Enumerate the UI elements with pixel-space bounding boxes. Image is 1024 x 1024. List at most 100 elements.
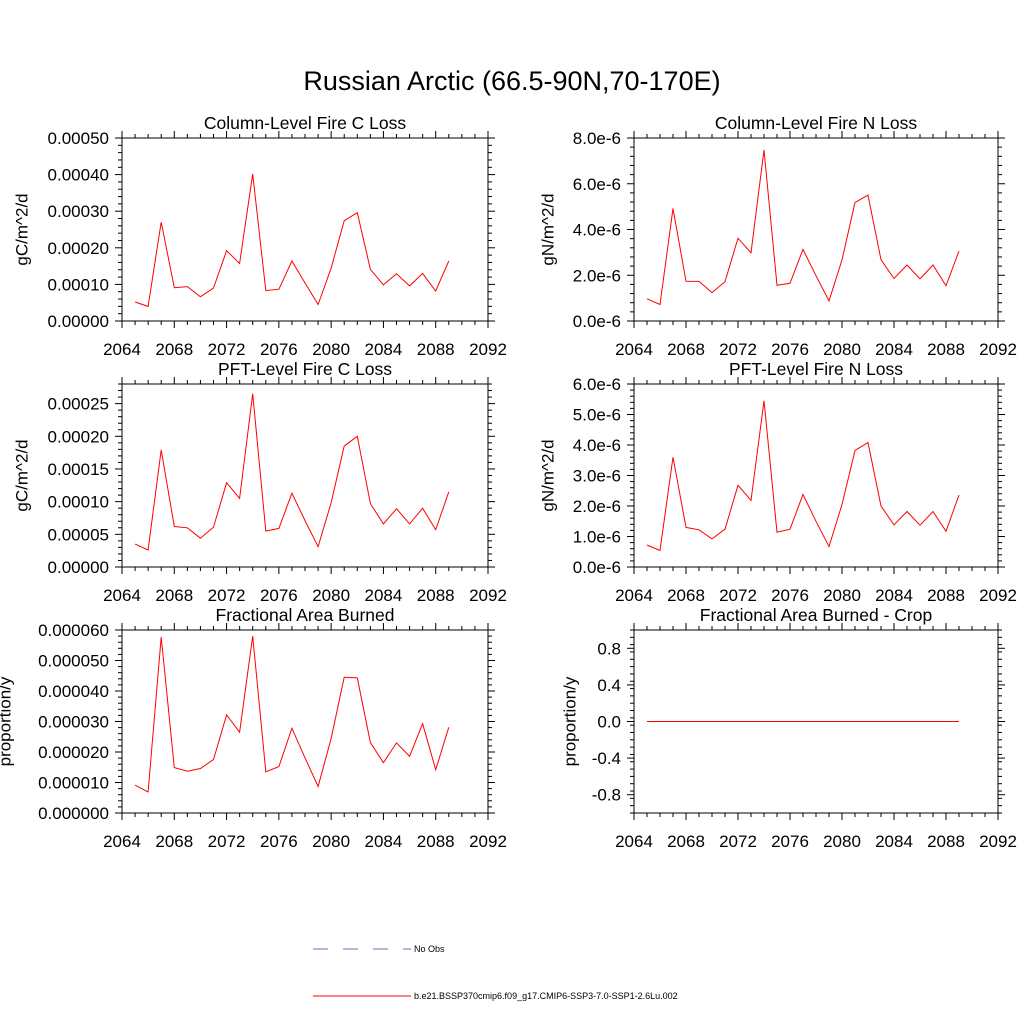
- x-tick-label: 2092: [979, 832, 1017, 851]
- y-tick-label: 1.0e-6: [573, 528, 621, 547]
- y-axis-label: gN/m^2/d: [539, 193, 558, 265]
- x-tick-label: 2092: [469, 832, 507, 851]
- series-line: [134, 393, 450, 551]
- series-line: [134, 173, 450, 308]
- y-tick-label: 0.000020: [38, 743, 109, 762]
- y-tick-label: 4.0e-6: [573, 436, 621, 455]
- plot-frame: [633, 137, 999, 322]
- y-tick-label: 3.0e-6: [573, 467, 621, 486]
- panel-title: Fractional Area Burned - Crop: [700, 605, 932, 625]
- x-tick-label: 2064: [103, 832, 141, 851]
- series-line: [134, 636, 450, 793]
- x-tick-label: 2064: [103, 586, 141, 605]
- x-tick-label: 2092: [469, 340, 507, 359]
- y-tick-label: -0.8: [592, 786, 621, 805]
- y-tick-label: 0.00010: [48, 493, 109, 512]
- x-tick-label: 2072: [208, 340, 246, 359]
- y-tick-label: 0.0: [597, 713, 621, 732]
- y-tick-label: 0.00015: [48, 460, 109, 479]
- x-tick-label: 2080: [312, 586, 350, 605]
- x-tick-label: 2076: [771, 586, 809, 605]
- y-tick-label: 2.0e-6: [573, 497, 621, 516]
- panel-title: Column-Level Fire C Loss: [204, 113, 407, 133]
- y-tick-label: 0.00010: [48, 275, 109, 294]
- x-tick-label: 2088: [927, 586, 965, 605]
- y-tick-label: 6.0e-6: [573, 375, 621, 394]
- y-tick-label: 5.0e-6: [573, 406, 621, 425]
- x-tick-label: 2088: [417, 832, 455, 851]
- x-tick-label: 2072: [719, 832, 757, 851]
- x-tick-label: 2068: [667, 832, 705, 851]
- x-tick-label: 2072: [208, 832, 246, 851]
- y-tick-label: 8.0e-6: [573, 129, 621, 148]
- y-tick-label: 0.000040: [38, 682, 109, 701]
- x-tick-label: 2092: [979, 340, 1017, 359]
- series-line: [646, 400, 960, 552]
- panel-3: PFT-Level Fire C Loss gC/m^2/d 2064 2068 207…: [13, 359, 507, 605]
- x-tick-label: 2064: [615, 832, 653, 851]
- x-tick-label: 2068: [155, 832, 193, 851]
- x-tick-label: 2064: [615, 340, 653, 359]
- y-axis-label: proportion/y: [561, 676, 580, 766]
- x-tick-label: 2068: [667, 340, 705, 359]
- x-tick-label: 2088: [417, 340, 455, 359]
- x-tick-label: 2068: [667, 586, 705, 605]
- x-tick-label: 2088: [417, 586, 455, 605]
- y-tick-label: 0.00005: [48, 525, 109, 544]
- y-tick-label: 0.00030: [48, 202, 109, 221]
- x-tick-label: 2064: [103, 340, 141, 359]
- panel-title: PFT-Level Fire N Loss: [729, 359, 903, 379]
- x-tick-label: 2076: [260, 340, 298, 359]
- y-tick-label: 0.00020: [48, 427, 109, 446]
- y-tick-label: 0.00020: [48, 239, 109, 258]
- y-axis-label: gC/m^2/d: [13, 193, 32, 265]
- y-tick-label: -0.4: [592, 749, 621, 768]
- x-tick-label: 2080: [312, 340, 350, 359]
- x-tick-label: 2080: [823, 832, 861, 851]
- x-tick-label: 2072: [208, 586, 246, 605]
- y-tick-label: 0.00000: [48, 312, 109, 331]
- panel-5: Fractional Area Burned proportion/y 2064 20…: [0, 605, 507, 851]
- panel-2: Column-Level Fire N Loss gN/m^2/d 2064 2068…: [539, 113, 1017, 359]
- y-tick-label: 0.000050: [38, 652, 109, 671]
- y-tick-label: 0.000010: [38, 774, 109, 793]
- panel-title: PFT-Level Fire C Loss: [218, 359, 392, 379]
- y-axis-label: gC/m^2/d: [13, 439, 32, 511]
- x-tick-label: 2076: [260, 586, 298, 605]
- plot-frame: [121, 383, 489, 568]
- y-tick-label: 0.00040: [48, 166, 109, 185]
- main-title: Russian Arctic (66.5-90N,70-170E): [303, 66, 720, 96]
- x-tick-label: 2076: [771, 832, 809, 851]
- x-tick-label: 2068: [155, 586, 193, 605]
- plot-frame: [633, 383, 999, 568]
- x-tick-label: 2088: [927, 832, 965, 851]
- panel-6: Fractional Area Burned - Crop proportion/…: [561, 605, 1017, 851]
- y-tick-label: 6.0e-6: [573, 175, 621, 194]
- x-tick-label: 2064: [615, 586, 653, 605]
- y-tick-label: 0.000000: [38, 804, 109, 823]
- legend-no-obs-label: No Obs: [414, 944, 445, 954]
- y-tick-label: 0.4: [597, 676, 621, 695]
- y-tick-label: 2.0e-6: [573, 266, 621, 285]
- x-tick-label: 2092: [979, 586, 1017, 605]
- x-tick-label: 2076: [771, 340, 809, 359]
- panel-title: Column-Level Fire N Loss: [715, 113, 918, 133]
- x-tick-label: 2080: [823, 586, 861, 605]
- y-tick-label: 0.000060: [38, 621, 109, 640]
- y-axis-label: gN/m^2/d: [539, 439, 558, 511]
- y-tick-label: 0.00050: [48, 129, 109, 148]
- y-tick-label: 0.8: [597, 639, 621, 658]
- x-tick-label: 2068: [155, 340, 193, 359]
- x-tick-label: 2080: [312, 832, 350, 851]
- x-tick-label: 2084: [875, 340, 913, 359]
- y-tick-label: 0.0e-6: [573, 312, 621, 331]
- legend-model-label: b.e21.BSSP370cmip6.f09_g17.CMIP6-SSP3-7.…: [414, 991, 678, 1001]
- panel-1: Column-Level Fire C Loss gC/m^2/d 2064 2068…: [13, 113, 507, 359]
- plot-frame: [121, 137, 489, 322]
- x-tick-label: 2084: [875, 832, 913, 851]
- series-line: [646, 149, 960, 306]
- y-tick-label: 0.000030: [38, 713, 109, 732]
- x-tick-label: 2076: [260, 832, 298, 851]
- legend: No Obs b.e21.BSSP370cmip6.f09_g17.CMIP6-…: [313, 944, 678, 1001]
- x-tick-label: 2084: [365, 832, 403, 851]
